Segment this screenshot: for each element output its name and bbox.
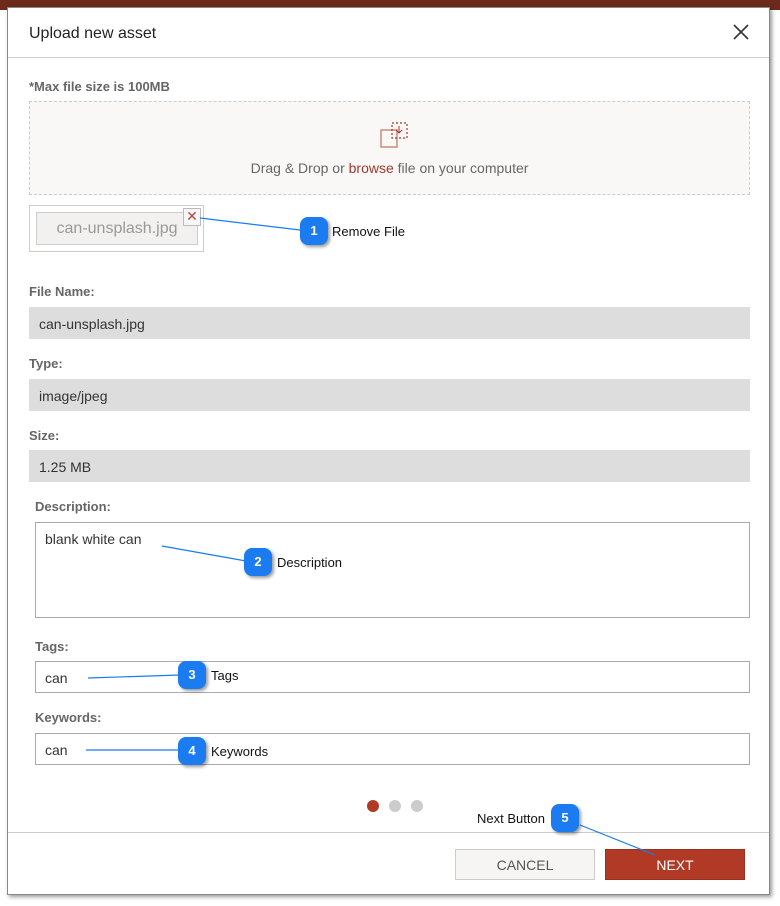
- callout-badge-3: 3: [178, 661, 206, 689]
- upload-dialog: Upload new asset *Max file size is 100MB…: [7, 7, 770, 895]
- type-label: Type:: [29, 356, 63, 371]
- cancel-button[interactable]: CANCEL: [455, 849, 595, 880]
- close-icon[interactable]: [731, 22, 751, 42]
- keywords-label: Keywords:: [35, 710, 102, 725]
- description-textarea[interactable]: blank white can: [35, 522, 750, 618]
- browse-link[interactable]: browse: [348, 160, 394, 176]
- remove-file-button[interactable]: ✕: [183, 208, 201, 226]
- tags-input[interactable]: can: [35, 661, 750, 693]
- drop-prefix: Drag & Drop or: [250, 160, 349, 176]
- dialog-title: Upload new asset: [29, 25, 157, 42]
- file-chip-container: can-unsplash.jpg ✕: [29, 205, 204, 252]
- file-chip: can-unsplash.jpg: [36, 212, 198, 245]
- tags-label: Tags:: [35, 639, 69, 654]
- size-field: 1.25 MB: [29, 450, 750, 482]
- callout-label-1: Remove File: [332, 224, 405, 239]
- callout-label-2: Description: [277, 555, 343, 570]
- footer-divider: [8, 832, 769, 833]
- upload-file-icon: [380, 122, 408, 148]
- callout-label-5: Next Button: [477, 811, 545, 826]
- size-label: Size:: [29, 428, 60, 443]
- callout-label-4: Keywords: [211, 744, 269, 759]
- callout-badge-2: 2: [244, 548, 272, 576]
- type-field: image/jpeg: [29, 379, 750, 411]
- page-dot-3[interactable]: [411, 800, 423, 812]
- keywords-input[interactable]: can: [35, 733, 750, 765]
- callout-label-3: Tags: [211, 668, 239, 683]
- description-label: Description:: [35, 499, 111, 514]
- callout-badge-5: 5: [551, 804, 579, 832]
- page-dot-1[interactable]: [367, 800, 379, 812]
- page-dot-2[interactable]: [389, 800, 401, 812]
- file-name-field: can-unsplash.jpg: [29, 307, 750, 339]
- dialog-header: Upload new asset: [8, 8, 769, 58]
- callout-badge-1: 1: [300, 217, 328, 245]
- max-size-note: *Max file size is 100MB: [29, 79, 170, 94]
- file-name-label: File Name:: [29, 284, 95, 299]
- callout-badge-4: 4: [178, 737, 206, 765]
- background-app: [0, 0, 780, 10]
- drop-suffix: file on your computer: [393, 160, 529, 176]
- drop-text: Drag & Drop or browse file on your compu…: [30, 160, 749, 176]
- drop-zone[interactable]: Drag & Drop or browse file on your compu…: [29, 101, 750, 195]
- next-button[interactable]: NEXT: [605, 849, 745, 880]
